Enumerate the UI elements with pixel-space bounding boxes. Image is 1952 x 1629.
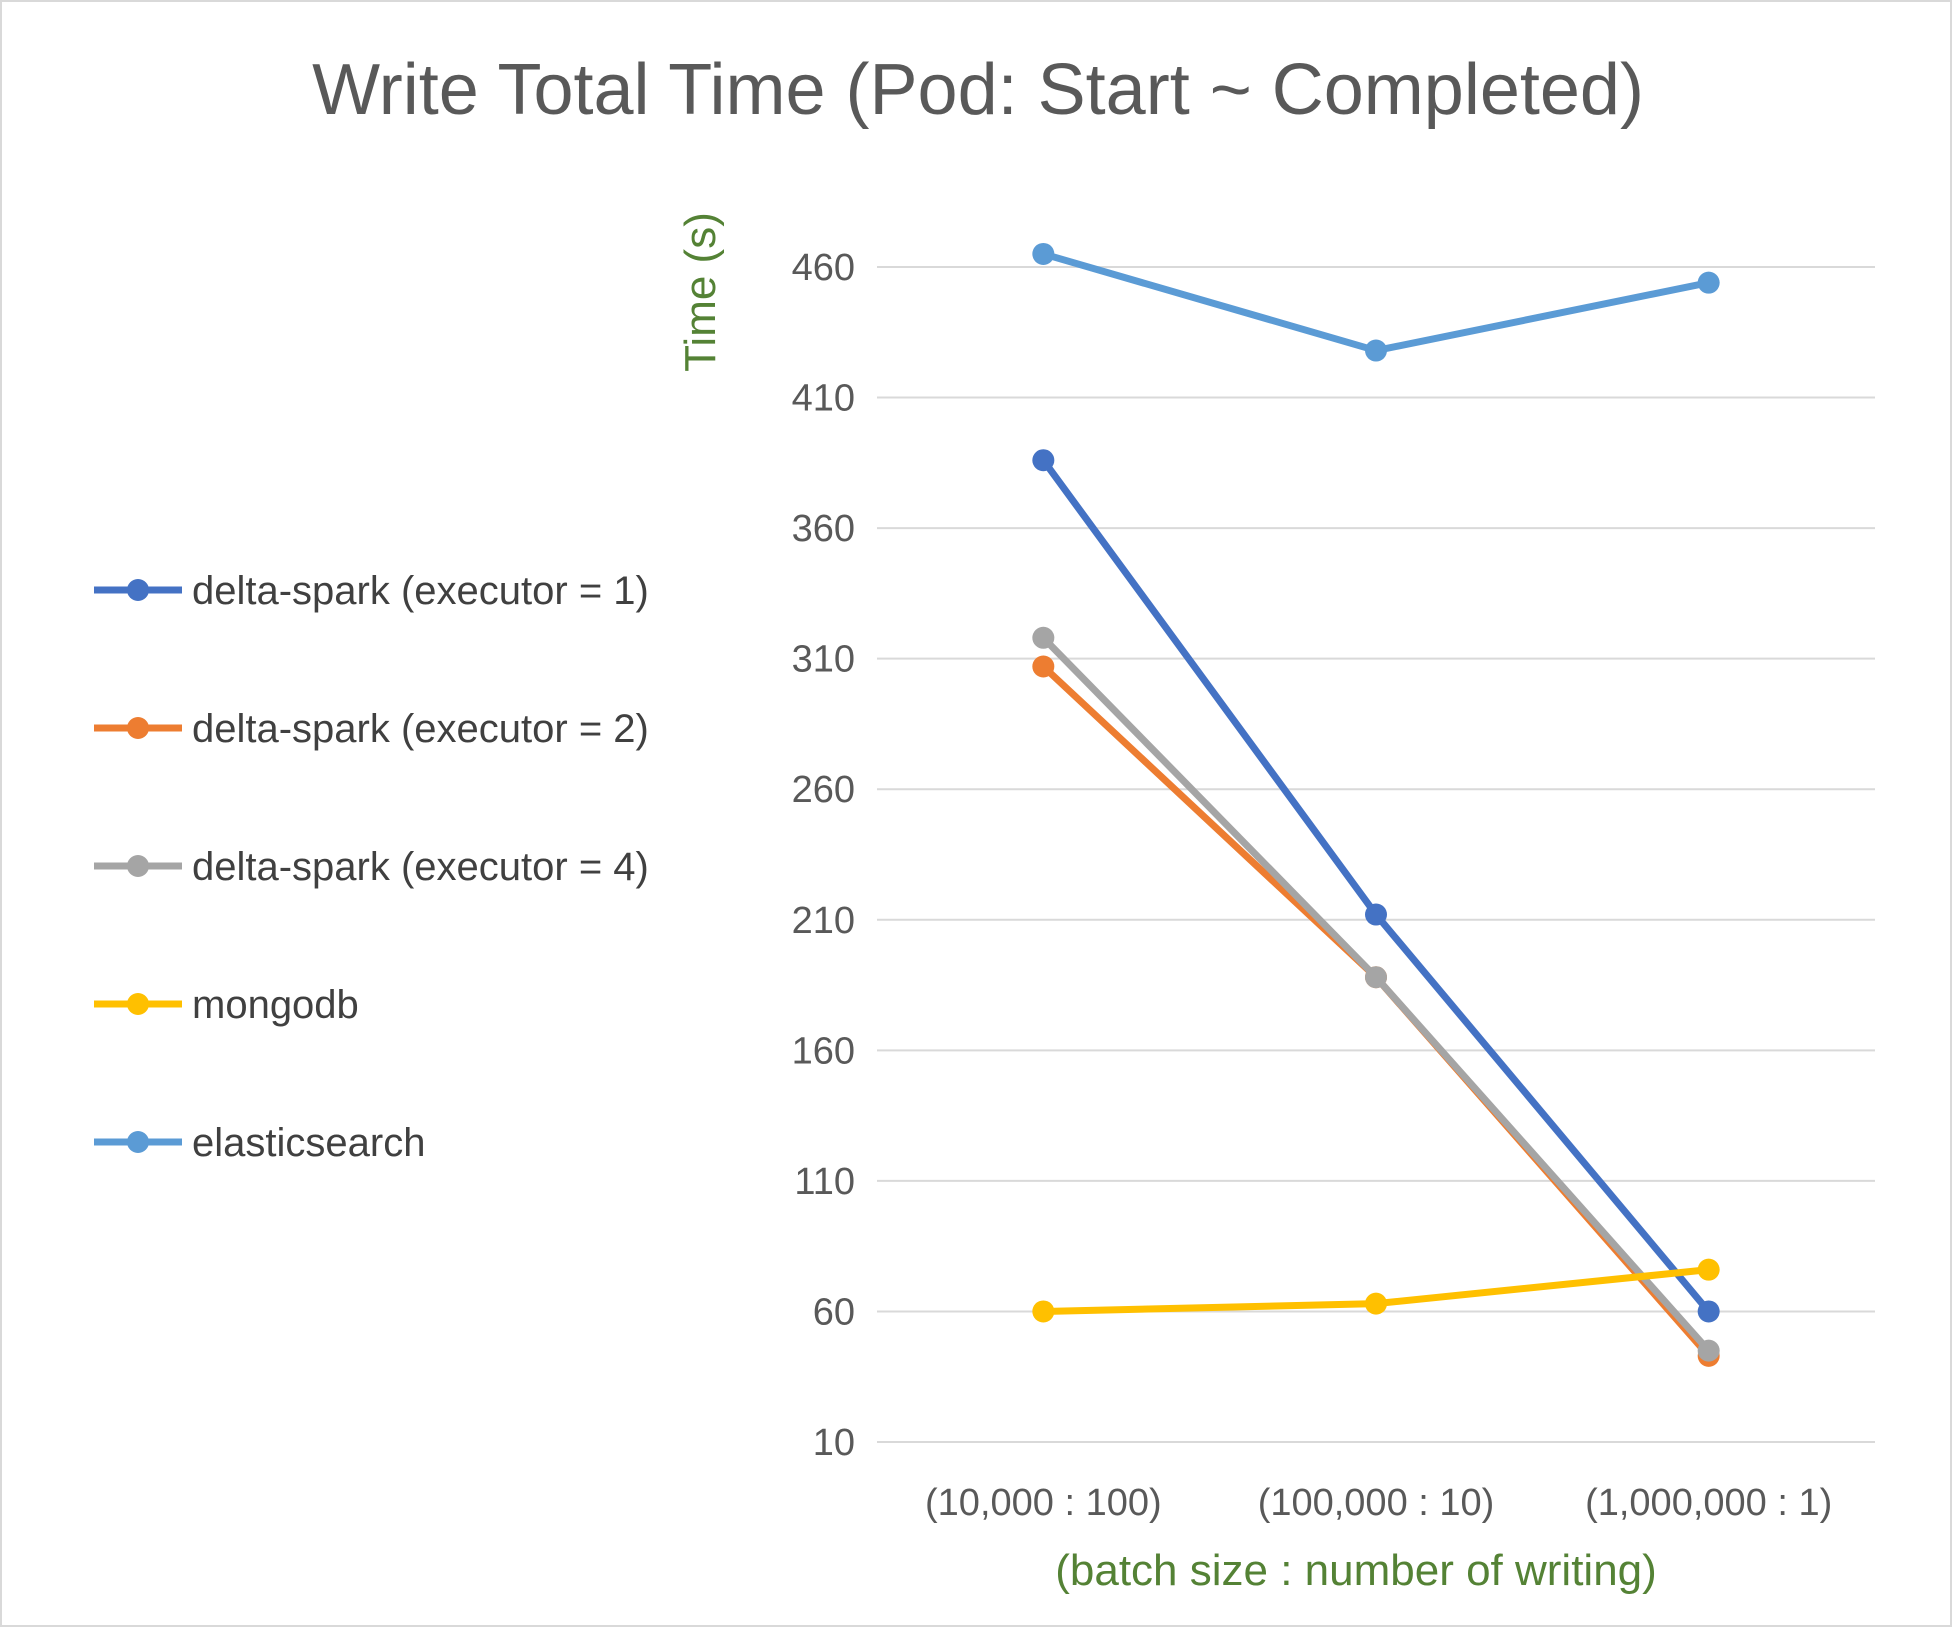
legend-item: delta-spark (executor = 2) <box>94 707 649 751</box>
series-line <box>1039 634 1713 1355</box>
series-line <box>1039 663 1713 1360</box>
data-point <box>1032 655 1055 678</box>
data-point <box>1697 1300 1720 1323</box>
y-tick-label: 160 <box>792 1030 855 1072</box>
data-point <box>1365 1292 1387 1315</box>
x-tick-label: (100,000 : 10) <box>1258 1482 1495 1524</box>
data-point <box>1032 1300 1055 1323</box>
y-tick-label: 260 <box>792 769 855 811</box>
y-tick-label: 10 <box>813 1422 855 1464</box>
y-tick-label: 310 <box>792 639 855 681</box>
series-delta-spark-executor-4- <box>1032 626 1720 1362</box>
data-point <box>1365 339 1387 362</box>
gridlines <box>877 266 1875 1443</box>
series-elasticsearch <box>1032 242 1720 362</box>
legend-label: mongodb <box>192 983 359 1027</box>
legend-swatch-marker <box>127 855 149 877</box>
legend-swatch-marker <box>127 717 149 739</box>
legend-label: delta-spark (executor = 1) <box>192 569 649 613</box>
series-mongodb <box>1032 1258 1720 1323</box>
x-axis-ticks: (10,000 : 100) (100,000 : 10) (1,000,000 :… <box>925 1482 1832 1524</box>
legend-swatch-marker <box>127 993 149 1015</box>
data-point <box>1697 1339 1720 1362</box>
y-tick-label: 360 <box>792 508 855 550</box>
legend-swatch-marker <box>127 1131 149 1153</box>
legend-swatch-marker <box>127 579 149 601</box>
legend-item: delta-spark (executor = 1) <box>94 569 649 613</box>
data-point <box>1697 1258 1720 1281</box>
data-point <box>1032 449 1055 472</box>
data-point <box>1365 966 1387 989</box>
data-point <box>1697 271 1720 294</box>
chart-title: Write Total Time (Pod: Start ~ Completed… <box>312 50 1644 130</box>
x-axis-title: (batch size : number of writing) <box>1055 1546 1657 1595</box>
y-axis-ticks: 10 60 110 160 210 260 310 360 410 460 <box>792 247 855 1464</box>
series-line <box>1039 456 1713 1315</box>
y-tick-label: 410 <box>792 378 855 420</box>
legend-item: mongodb <box>94 983 359 1027</box>
data-point <box>1032 626 1055 649</box>
x-tick-label: (10,000 : 100) <box>925 1482 1162 1524</box>
y-axis-title: Time (s) <box>676 212 725 372</box>
series-line <box>1039 250 1713 355</box>
legend-label: elasticsearch <box>192 1121 425 1165</box>
y-tick-label: 110 <box>794 1161 855 1203</box>
y-tick-label: 210 <box>792 900 855 942</box>
data-point <box>1365 903 1387 926</box>
legend-label: delta-spark (executor = 2) <box>192 707 649 751</box>
x-tick-label: (1,000,000 : 1) <box>1585 1482 1832 1524</box>
y-tick-label: 460 <box>792 247 855 289</box>
data-point <box>1032 242 1055 265</box>
y-tick-label: 60 <box>813 1291 855 1333</box>
series-lines <box>1032 242 1720 1367</box>
legend-item: elasticsearch <box>94 1121 425 1165</box>
legend-item: delta-spark (executor = 4) <box>94 845 649 889</box>
series-delta-spark-executor-1- <box>1032 449 1720 1323</box>
legend: delta-spark (executor = 1) delta-spark (e… <box>94 569 649 1165</box>
legend-label: delta-spark (executor = 4) <box>192 845 649 889</box>
series-delta-spark-executor-2- <box>1032 655 1720 1367</box>
